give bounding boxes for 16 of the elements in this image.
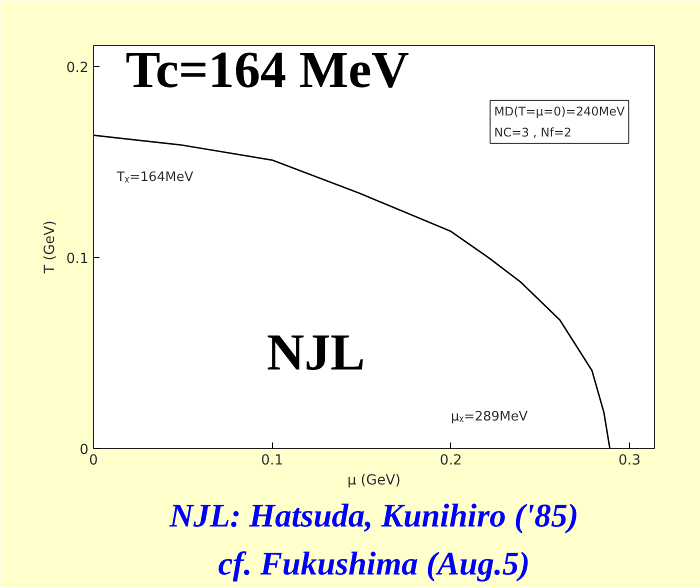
x-tick-label: 0.3 — [618, 452, 641, 468]
annotation: NJL — [266, 324, 366, 382]
x-tick-label: 0.1 — [261, 452, 284, 468]
text: NJL: Hatsuda, Kunihiro ('85) — [168, 498, 578, 534]
x-tick-label: 0.2 — [440, 452, 462, 468]
annotation: Tc=164 MeV — [126, 42, 410, 99]
annotation: μᵪ=289MeV — [450, 409, 528, 424]
x-axis-title: μ (GeV) — [347, 472, 401, 488]
annotation: Tᵪ=164MeV — [116, 170, 194, 185]
y-tick-label: 0 — [80, 442, 89, 458]
y-tick-label: 0.2 — [66, 60, 88, 76]
text: cf. Fukushima (Aug.5) — [218, 546, 530, 582]
y-tick-label: 0.1 — [66, 251, 88, 268]
y-axis-title: T (GeV) — [42, 220, 58, 274]
annotation: NC=3 , Nf=2 — [494, 125, 572, 140]
annotation: MD(T=μ=0)=240MeV — [494, 104, 626, 118]
